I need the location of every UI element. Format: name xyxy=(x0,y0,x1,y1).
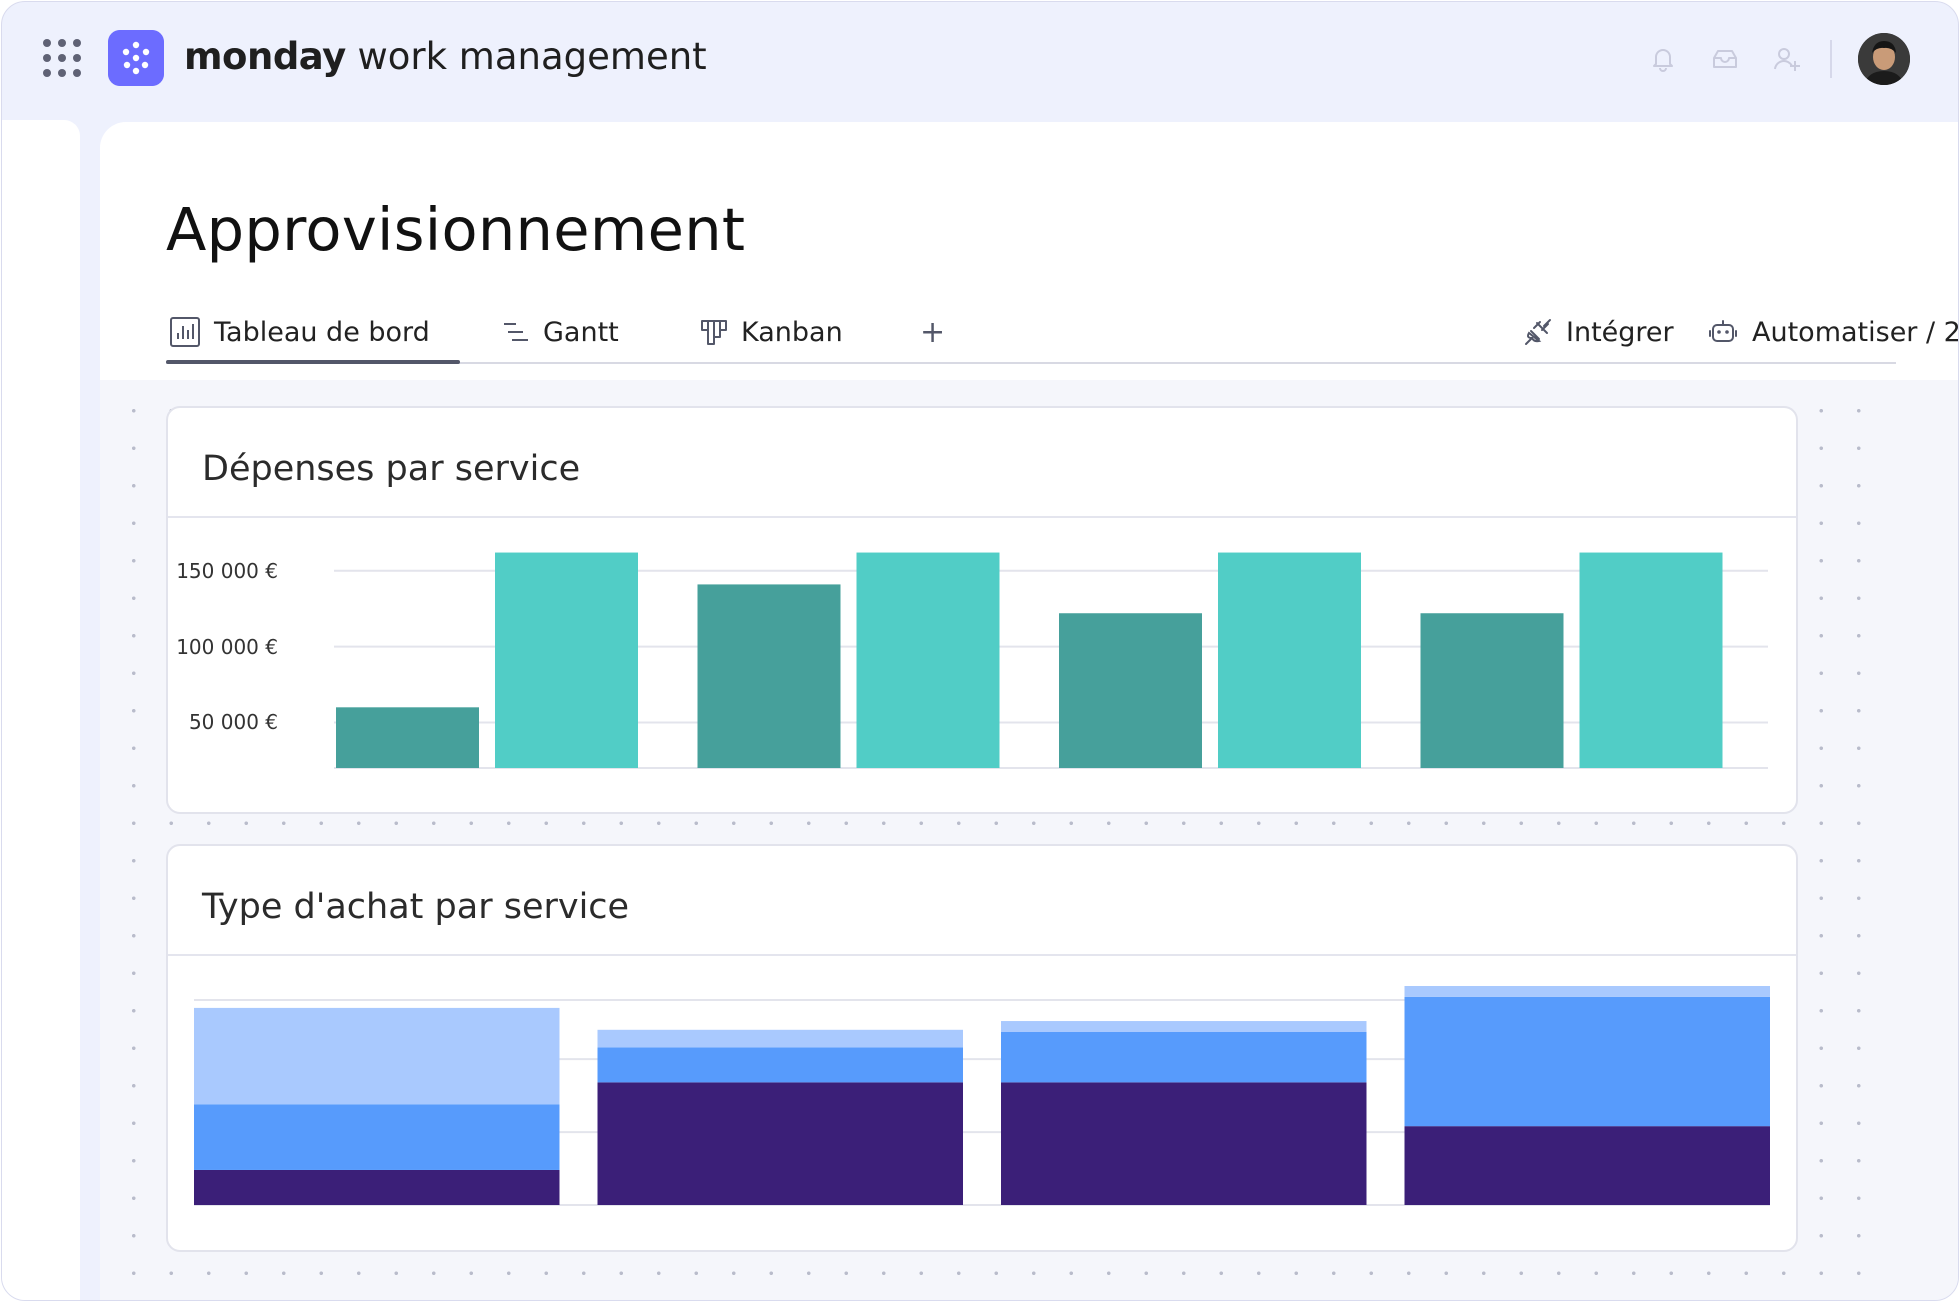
tab-kanban[interactable]: Kanban xyxy=(699,302,843,362)
widget-divider xyxy=(168,954,1796,956)
bar[interactable] xyxy=(697,584,841,768)
spend-by-department-widget[interactable]: Dépenses par service 50 000 € 100 000 € 15… xyxy=(166,406,1798,814)
page-title: Approvisionnement xyxy=(166,195,746,264)
tab-label: Gantt xyxy=(543,316,619,348)
brand-name: monday work management xyxy=(184,32,707,82)
widget-title: Type d'achat par service xyxy=(202,887,630,927)
tab-gantt[interactable]: Gantt xyxy=(501,302,619,362)
bar[interactable] xyxy=(1218,552,1361,768)
stacked-bar-segment[interactable] xyxy=(1404,986,1771,997)
stacked-bar-segment[interactable] xyxy=(1001,1031,1367,1083)
y-tick-label: 50 000 € xyxy=(188,710,278,735)
tab-label: Kanban xyxy=(741,316,843,348)
topbar-divider xyxy=(1830,40,1832,78)
bar[interactable] xyxy=(495,552,638,768)
stacked-bar-segment[interactable] xyxy=(597,1082,964,1205)
y-tick-label: 150 000 € xyxy=(176,558,278,583)
add-view-button[interactable]: + xyxy=(920,314,946,350)
bar[interactable] xyxy=(856,552,1000,768)
tab-dashboard[interactable]: Tableau de bord xyxy=(166,302,460,364)
view-tabs: Tableau de bord Gantt Kanban + xyxy=(166,302,1958,364)
brand-bold: monday xyxy=(184,35,346,78)
dashboard-icon xyxy=(170,317,200,347)
monday-logo-icon[interactable] xyxy=(108,30,164,86)
integrate-button[interactable]: Intégrer xyxy=(1522,302,1674,362)
bar[interactable] xyxy=(336,707,479,768)
stacked-bar-segment[interactable] xyxy=(194,1104,560,1170)
integrate-label: Intégrer xyxy=(1566,316,1674,348)
kanban-icon xyxy=(701,320,727,345)
tab-label: Tableau de bord xyxy=(214,316,430,348)
widget-title: Dépenses par service xyxy=(202,449,581,489)
plug-icon xyxy=(1525,319,1551,345)
board-content: Approvisionnement Tableau de bord Gantt xyxy=(100,122,1958,1300)
stacked-bar-segment[interactable] xyxy=(1404,996,1771,1127)
user-avatar[interactable] xyxy=(1858,33,1910,85)
bell-icon[interactable] xyxy=(1648,44,1678,74)
bar[interactable] xyxy=(1059,613,1202,768)
stacked-bar-segment[interactable] xyxy=(194,1007,560,1105)
stacked-bar-segment[interactable] xyxy=(1404,1126,1771,1205)
stacked-bar-segment[interactable] xyxy=(1001,1082,1367,1205)
automate-label: Automatiser / 2 xyxy=(1752,316,1959,348)
left-sidebar xyxy=(2,120,80,1300)
stacked-bar-segment[interactable] xyxy=(194,1169,560,1205)
inbox-icon[interactable] xyxy=(1710,44,1740,74)
board-header: Approvisionnement Tableau de bord Gantt xyxy=(100,122,1958,380)
apps-grid-icon[interactable] xyxy=(42,38,82,78)
automate-button[interactable]: Automatiser / 2 xyxy=(1706,302,1959,362)
brand-light: work management xyxy=(345,35,707,78)
bar[interactable] xyxy=(1420,613,1564,768)
invite-user-icon[interactable] xyxy=(1772,44,1802,74)
y-tick-label: 100 000 € xyxy=(176,634,278,659)
robot-icon xyxy=(1709,320,1737,342)
top-bar: monday work management xyxy=(2,2,1958,120)
purchase-type-widget[interactable]: Type d'achat par service xyxy=(166,844,1798,1252)
stacked-bar-segment[interactable] xyxy=(597,1029,964,1048)
gantt-icon xyxy=(504,323,528,341)
stacked-bar-segment[interactable] xyxy=(597,1047,964,1083)
purchase-type-stacked-chart xyxy=(194,986,1771,1206)
dashboard-canvas: Dépenses par service 50 000 € 100 000 € 15… xyxy=(100,380,1866,1300)
bar[interactable] xyxy=(1579,552,1723,768)
widget-divider xyxy=(168,516,1796,518)
spend-bar-chart xyxy=(334,552,1768,769)
stacked-bar-segment[interactable] xyxy=(1001,1021,1367,1032)
